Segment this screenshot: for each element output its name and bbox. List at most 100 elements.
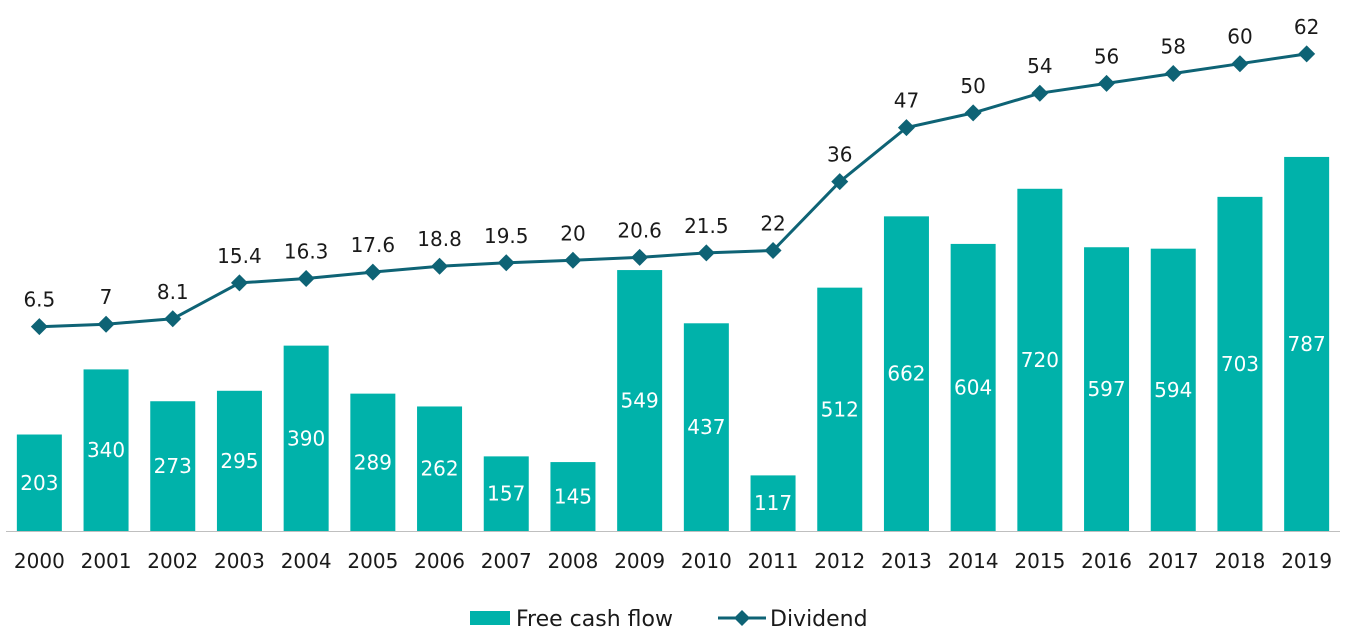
dividend-marker-2011 (764, 241, 782, 259)
bar-2004 (283, 345, 329, 531)
x-tick-label-2014: 2014 (948, 549, 999, 573)
x-tick-label-2001: 2001 (81, 549, 132, 573)
x-tick-label-2018: 2018 (1214, 549, 1265, 573)
x-tick-label-2013: 2013 (881, 549, 932, 573)
dividend-value-label-2006: 18.8 (417, 227, 462, 251)
bar-2016 (1084, 247, 1130, 531)
bar-value-label-2016: 597 (1087, 377, 1125, 401)
bar-value-label-2008: 145 (554, 485, 592, 509)
dividend-marker-2016 (1098, 74, 1116, 92)
dividend-value-label-2009: 20.6 (617, 218, 662, 242)
bar-2015 (1017, 188, 1063, 531)
bar-value-label-2015: 720 (1021, 348, 1059, 372)
x-tick-label-2016: 2016 (1081, 549, 1132, 573)
dividend-marker-2006 (431, 257, 449, 275)
bar-2008 (550, 462, 596, 531)
bar-2009 (617, 270, 663, 531)
x-tick-label-2010: 2010 (681, 549, 732, 573)
bar-2006 (417, 406, 463, 531)
bar-data-labels: 203 340 273 295 390 289 262 157 145 549 437 117 512 6… (20, 332, 1325, 515)
x-tick-label-2000: 2000 (14, 549, 65, 573)
bar-value-label-2013: 662 (887, 362, 925, 386)
dividend-marker-2014 (964, 104, 982, 122)
dividend-marker-2010 (697, 244, 715, 262)
dividend-value-label-2018: 60 (1227, 25, 1252, 49)
dividend-marker-2002 (164, 310, 182, 328)
dividend-value-label-2016: 56 (1094, 44, 1119, 68)
x-tick-label-2012: 2012 (814, 549, 865, 573)
dividend-value-label-2008: 20 (560, 221, 585, 245)
bar-value-label-2012: 512 (821, 397, 859, 421)
bar-value-label-2011: 117 (754, 491, 792, 515)
x-tick-label-2004: 2004 (281, 549, 332, 573)
bar-2014 (950, 243, 996, 531)
dividend-marker-2013 (897, 119, 915, 137)
dividend-marker-2007 (497, 254, 515, 272)
dividend-marker-2003 (230, 274, 248, 292)
bar-2005 (350, 393, 396, 531)
dividend-value-label-2019: 62 (1294, 15, 1319, 39)
bar-value-label-2002: 273 (154, 454, 192, 478)
dividend-value-label-2003: 15.4 (217, 244, 262, 268)
dividend-marker-2009 (631, 248, 649, 266)
bar-2001 (83, 369, 129, 531)
x-tick-label-2008: 2008 (547, 549, 598, 573)
x-tick-label-2005: 2005 (347, 549, 398, 573)
dividend-marker-2017 (1164, 65, 1182, 83)
dividend-value-label-2015: 54 (1027, 54, 1052, 78)
legend-label-dividend: Dividend (770, 607, 868, 632)
dividend-value-label-2007: 19.5 (484, 224, 529, 248)
dividend-line-path (39, 52, 1307, 329)
dividend-marker-2019 (1298, 45, 1316, 63)
bar-value-label-2017: 594 (1154, 378, 1192, 402)
x-tick-label-2015: 2015 (1014, 549, 1065, 573)
dividend-marker-2001 (97, 315, 115, 333)
bar-value-label-2019: 787 (1288, 332, 1326, 356)
dividend-marker-2008 (564, 251, 582, 269)
x-tick-label-2017: 2017 (1148, 549, 1199, 573)
bar-2012 (817, 287, 863, 531)
bar-value-label-2018: 703 (1221, 352, 1259, 376)
dividend-value-label-2017: 58 (1161, 35, 1186, 59)
bar-value-label-2004: 390 (287, 426, 325, 450)
x-tick-label-2002: 2002 (147, 549, 198, 573)
bar-series-free-cash-flow (16, 156, 1330, 532)
dividend-value-label-2014: 50 (960, 74, 985, 98)
bar-2013 (883, 216, 929, 532)
dividend-marker-2004 (297, 269, 315, 287)
x-tick-label-2003: 2003 (214, 549, 265, 573)
dividend-marker-2018 (1231, 55, 1249, 73)
bar-value-label-2001: 340 (87, 438, 125, 462)
dividend-marker-2015 (1031, 84, 1049, 102)
x-tick-label-2006: 2006 (414, 549, 465, 573)
dividend-marker-2005 (364, 263, 382, 281)
dividend-value-label-2004: 16.3 (284, 239, 329, 263)
dividend-value-label-2001: 7 (100, 285, 113, 309)
dividend-value-label-2010: 21.5 (684, 214, 729, 238)
dividend-value-label-2013: 47 (894, 89, 919, 113)
bar-value-label-2000: 203 (20, 471, 58, 495)
bar-2011 (750, 475, 796, 531)
legend: Free cash flow Dividend (470, 607, 868, 632)
dividend-value-label-2002: 8.1 (157, 280, 189, 304)
dividend-marker-2012 (831, 173, 849, 191)
bar-value-label-2007: 157 (487, 482, 525, 506)
dividend-value-label-2011: 22 (760, 211, 785, 235)
bar-2010 (683, 323, 729, 531)
line-data-labels: 6.5 7 8.1 15.4 16.3 17.6 18.8 19.5 20 20.6 21.5 22 3… (23, 15, 1319, 312)
dividend-value-label-2000: 6.5 (23, 288, 55, 312)
dividend-value-label-2012: 36 (827, 143, 852, 167)
bar-value-label-2009: 549 (621, 389, 659, 413)
bar-value-label-2006: 262 (420, 457, 458, 481)
x-axis-tick-labels: 2000 2001 2002 2003 2004 2005 2006 2007 2008 2009… (14, 549, 1332, 573)
legend-label-free-cash-flow: Free cash flow (516, 607, 673, 632)
x-tick-label-2011: 2011 (748, 549, 799, 573)
dividend-marker-2000 (30, 318, 48, 336)
bar-2002 (150, 401, 196, 531)
line-series-dividend (30, 45, 1316, 336)
bar-2019 (1284, 156, 1330, 531)
x-tick-label-2009: 2009 (614, 549, 665, 573)
x-tick-label-2007: 2007 (481, 549, 532, 573)
dividend-value-label-2005: 17.6 (351, 233, 396, 257)
bar-value-label-2010: 437 (687, 415, 725, 439)
